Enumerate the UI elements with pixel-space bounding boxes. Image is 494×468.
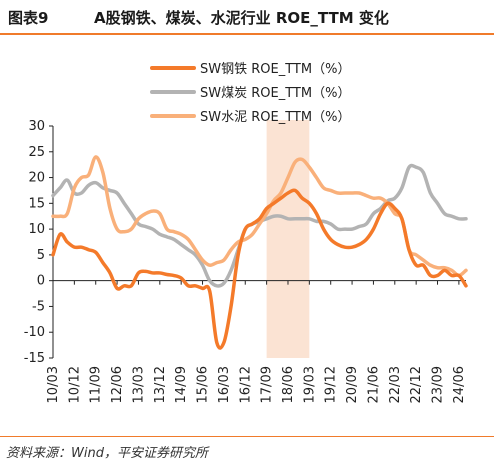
y-tick-label: 5 — [37, 248, 45, 263]
y-tick-label: 20 — [28, 171, 45, 186]
y-tick-label: -15 — [24, 351, 45, 366]
legend-cement-label: SW水泥 ROE_TTM（%） — [200, 110, 350, 125]
highlight-layer — [266, 120, 310, 358]
x-tick-label: 10/12 — [67, 366, 82, 403]
x-tick-label: 16/03 — [217, 366, 232, 403]
y-tick-label: 0 — [37, 274, 45, 289]
x-tick-label: 17/09 — [260, 366, 275, 403]
x-tick-label: 19/12 — [324, 366, 339, 403]
header-divider — [0, 33, 494, 35]
x-tick-label: 22/12 — [409, 366, 424, 403]
x-tick-label: 21/06 — [366, 366, 381, 403]
figure-label: 图表9 — [8, 9, 49, 27]
y-tick-label: 30 — [28, 119, 45, 134]
y-tick-label: -10 — [24, 325, 45, 340]
x-tick-label: 14/09 — [174, 366, 189, 403]
legend-steel-label: SW钢铁 ROE_TTM（%） — [200, 62, 350, 77]
y-tick-label: 10 — [28, 222, 45, 237]
cement-line — [51, 155, 468, 278]
x-tick-label: 10/03 — [46, 366, 61, 403]
x-tick-label: 19/03 — [302, 366, 317, 403]
series-layer — [51, 155, 468, 350]
source-divider — [0, 436, 494, 437]
figure-header: 图表9 A股钢铁、煤炭、水泥行业 ROE_TTM 变化 — [0, 0, 494, 34]
x-tick-label: 18/06 — [281, 366, 296, 403]
x-tick-label: 24/06 — [452, 366, 467, 403]
steel-line — [51, 188, 468, 350]
source-note: 资料来源：Wind，平安证券研究所 — [6, 446, 208, 461]
x-tick-label: 23/09 — [431, 366, 446, 403]
y-tick-label: 25 — [28, 145, 45, 160]
legend-coal-label: SW煤炭 ROE_TTM（%） — [200, 86, 350, 101]
x-tick-label: 12/06 — [110, 366, 125, 403]
x-tick-label: 22/03 — [388, 366, 403, 403]
roe-line-chart: -15 -10 -5 0 5 10 15 20 25 30 10/03 10/12 11/09 12/06… — [24, 62, 468, 403]
figure-title: A股钢铁、煤炭、水泥行业 ROE_TTM 变化 — [94, 9, 389, 27]
x-tick-label: 16/12 — [238, 366, 253, 403]
x-tick-label: 13/12 — [153, 366, 168, 403]
x-tick-label: 13/03 — [131, 366, 146, 403]
x-tick-label: 15/06 — [196, 366, 211, 403]
y-tick-label: 15 — [28, 196, 45, 211]
x-tick-label: 11/09 — [89, 366, 104, 403]
y-tick-label: -5 — [32, 299, 45, 314]
x-tick-label: 20/09 — [345, 366, 360, 403]
axis-layer: -15 -10 -5 0 5 10 15 20 25 30 10/03 10/12 11/09 12/06… — [24, 119, 467, 403]
highlight-band — [266, 120, 310, 358]
legend: SW钢铁 ROE_TTM（%） SW煤炭 ROE_TTM（%） SW水泥 ROE_T… — [150, 62, 350, 125]
